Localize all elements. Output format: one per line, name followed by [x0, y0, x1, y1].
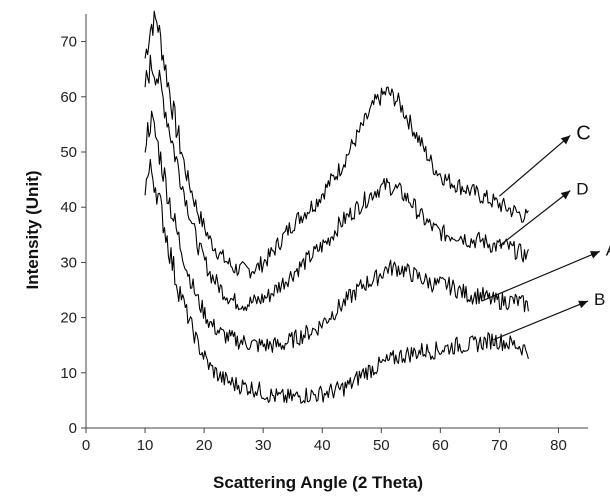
arrowhead-a	[589, 251, 600, 259]
axes-layer	[85, 14, 588, 429]
x-tick-label: 30	[255, 437, 272, 454]
y-tick-label: 70	[60, 34, 77, 51]
series-label-a: A	[606, 240, 610, 259]
x-tick-label: 10	[137, 437, 154, 454]
x-axis-title: Scattering Angle (2 Theta)	[213, 473, 423, 492]
x-tick-label: 40	[314, 437, 331, 454]
series-layer	[144, 10, 529, 404]
series-line-b	[144, 158, 529, 404]
y-tick-label: 10	[60, 365, 77, 382]
series-label-d: D	[576, 180, 588, 199]
y-tick-label: 0	[69, 420, 77, 437]
x-tick-label: 50	[373, 437, 390, 454]
annotation-layer: C D A B	[481, 122, 610, 341]
ticks-layer: 0 10 20 30 40 50 60 70 80 0 10 20 30 40 50 60 70	[60, 34, 567, 454]
x-tick-label: 80	[550, 437, 567, 454]
arrow-line-d	[499, 190, 571, 247]
x-tick-label: 70	[491, 437, 508, 454]
series-line-c	[144, 10, 529, 279]
y-tick-label: 40	[60, 199, 77, 216]
arrow-line-c	[499, 134, 571, 197]
arrowhead-d	[560, 190, 571, 200]
y-tick-label: 60	[60, 89, 77, 106]
y-tick-label: 50	[60, 144, 77, 161]
arrow-line-b	[493, 300, 589, 341]
arrowhead-c	[560, 135, 571, 145]
y-tick-label: 30	[60, 254, 77, 271]
series-line-a	[144, 110, 529, 353]
series-label-c: C	[576, 122, 590, 144]
x-tick-label: 60	[432, 437, 449, 454]
y-axis-title: Intensity (Unit)	[23, 171, 42, 290]
y-tick-label: 20	[60, 310, 77, 327]
x-tick-label: 0	[82, 437, 90, 454]
series-line-d	[144, 54, 529, 312]
arrow-line-a	[481, 250, 601, 302]
series-label-b: B	[594, 290, 605, 309]
arrowhead-b	[578, 300, 588, 309]
x-tick-label: 20	[196, 437, 213, 454]
